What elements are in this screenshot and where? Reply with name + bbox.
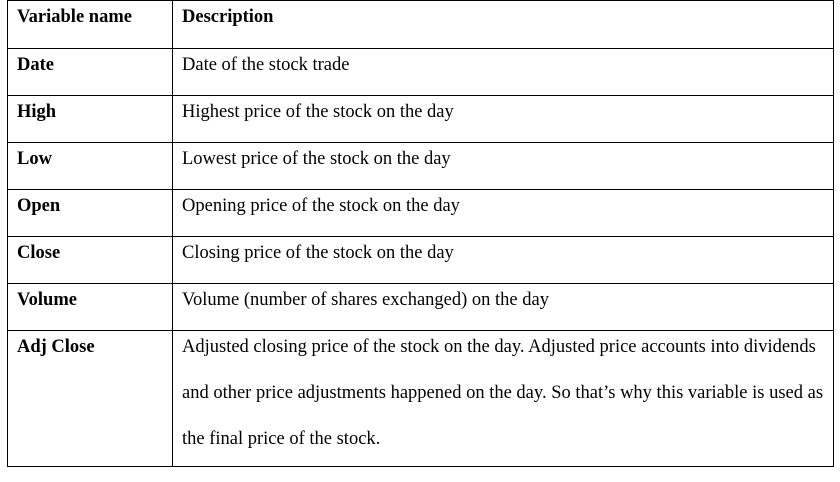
table-header-row: Variable name Description	[7, 0, 834, 49]
description-cell: Adjusted closing price of the stock on t…	[172, 330, 834, 467]
table-row: Adj Close Adjusted closing price of the …	[7, 330, 834, 467]
variables-table: Variable name Description Date Date of t…	[7, 0, 834, 467]
variable-name-cell: High	[7, 95, 173, 143]
description-cell: Highest price of the stock on the day	[172, 95, 834, 143]
header-description: Description	[172, 0, 834, 49]
description-cell: Volume (number of shares exchanged) on t…	[172, 283, 834, 331]
table-row: Date Date of the stock trade	[7, 48, 834, 96]
table-row: Volume Volume (number of shares exchange…	[7, 283, 834, 331]
description-cell: Lowest price of the stock on the day	[172, 142, 834, 190]
table-row: Low Lowest price of the stock on the day	[7, 142, 834, 190]
table-row: High Highest price of the stock on the d…	[7, 95, 834, 143]
table-row: Close Closing price of the stock on the …	[7, 236, 834, 284]
variable-name-cell: Low	[7, 142, 173, 190]
variable-name-cell: Adj Close	[7, 330, 173, 467]
variable-name-cell: Open	[7, 189, 173, 237]
variable-name-cell: Close	[7, 236, 173, 284]
header-variable-name: Variable name	[7, 0, 173, 49]
variable-name-cell: Date	[7, 48, 173, 96]
variable-name-cell: Volume	[7, 283, 173, 331]
description-cell: Date of the stock trade	[172, 48, 834, 96]
description-cell: Opening price of the stock on the day	[172, 189, 834, 237]
table-row: Open Opening price of the stock on the d…	[7, 189, 834, 237]
description-cell: Closing price of the stock on the day	[172, 236, 834, 284]
